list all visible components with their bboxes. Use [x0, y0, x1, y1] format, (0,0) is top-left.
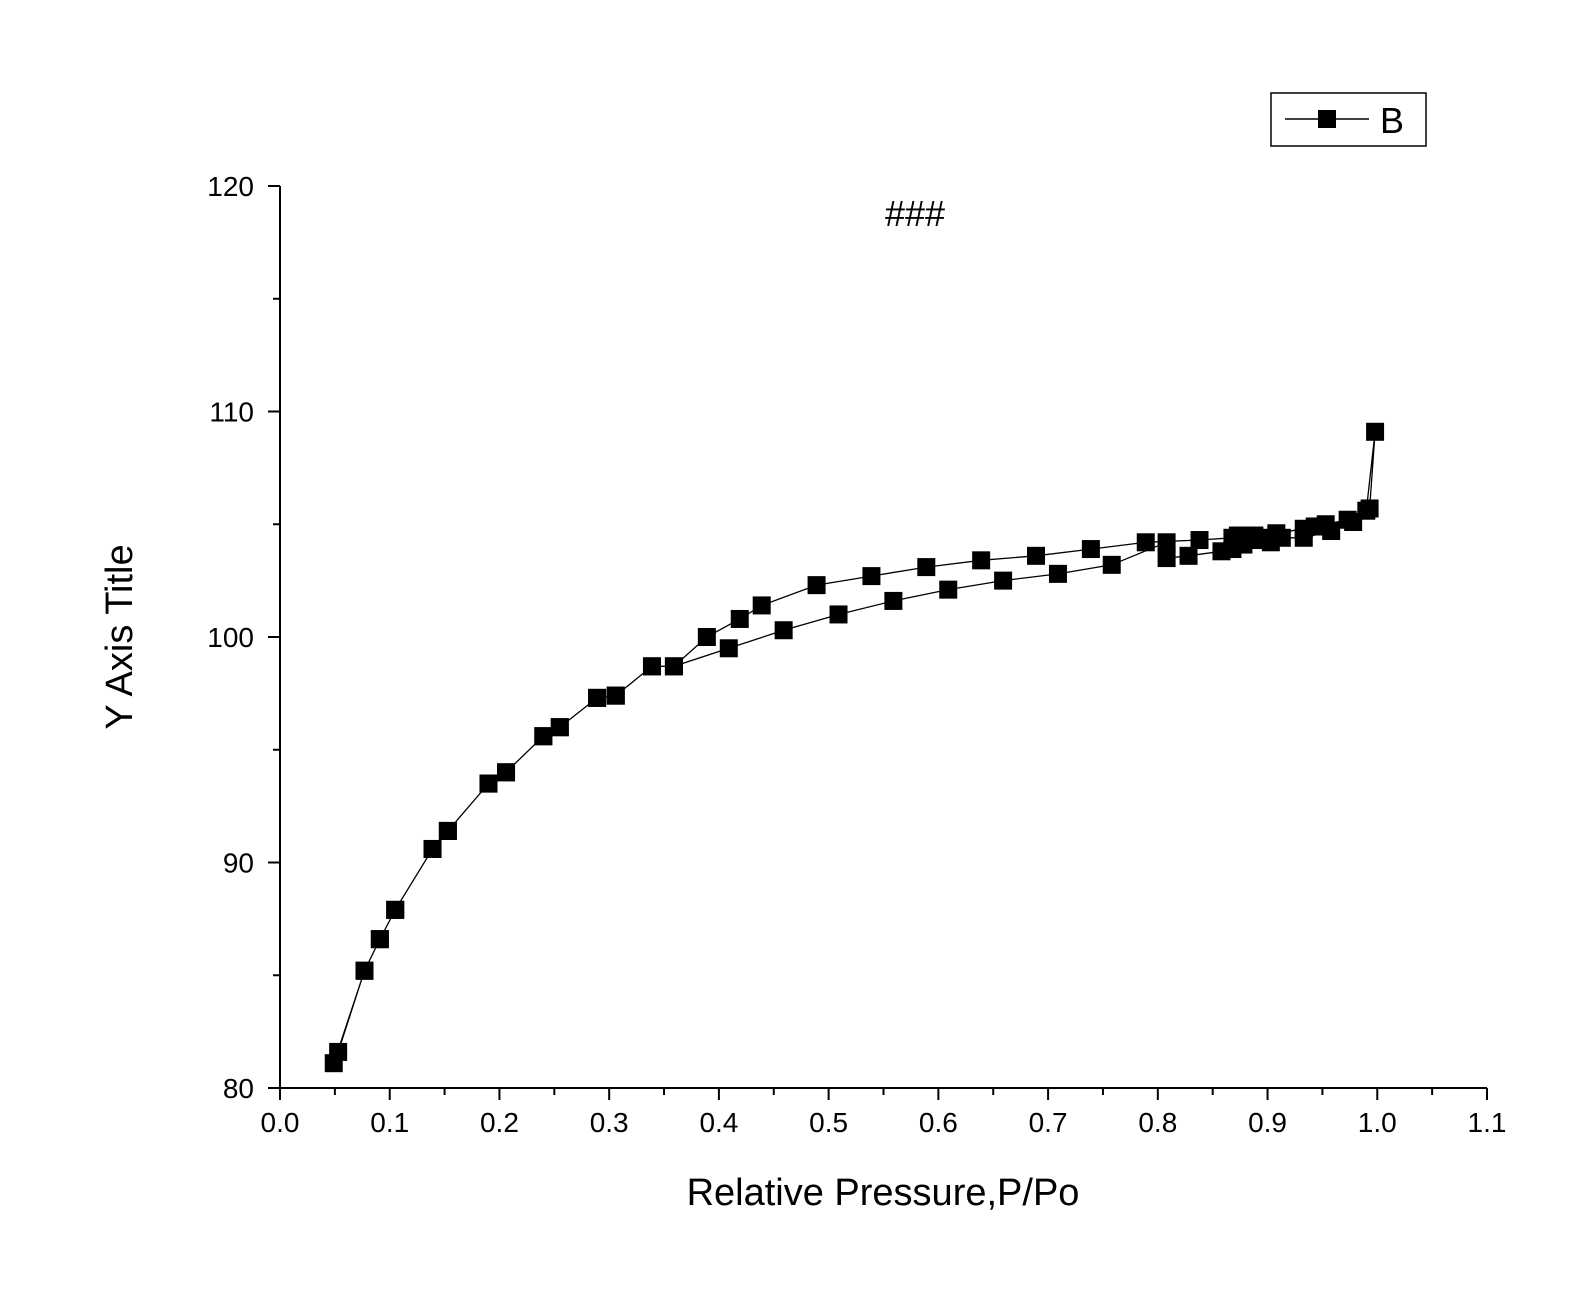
data-point: [479, 774, 498, 793]
chart-title: ###: [885, 193, 945, 234]
x-tick-label: 0.6: [919, 1107, 958, 1138]
data-point: [939, 580, 958, 599]
x-tick-label: 0.2: [480, 1107, 519, 1138]
data-point: [829, 605, 848, 624]
y-tick-label: 110: [209, 397, 254, 428]
data-point: [370, 930, 389, 949]
data-point: [972, 551, 991, 570]
data-point: [1212, 542, 1231, 561]
data-point: [329, 1042, 348, 1061]
data-point: [1179, 546, 1198, 565]
x-tick-label: 1.0: [1358, 1107, 1397, 1138]
legend: B: [1270, 92, 1427, 147]
data-point: [774, 621, 793, 640]
data-point: [664, 657, 683, 676]
data-point: [807, 576, 826, 595]
series-B: [324, 422, 1385, 1073]
x-axis-title: Relative Pressure,P/Po: [687, 1172, 1080, 1214]
data-point: [697, 628, 716, 646]
data-point: [606, 686, 625, 705]
data-point: [550, 718, 569, 737]
data-point: [1190, 531, 1209, 550]
y-tick-label: 90: [223, 848, 254, 879]
data-point: [884, 591, 903, 610]
data-point: [994, 571, 1013, 590]
axes: 0.0 0.1 0.2 0.3 0.4 0.5 0.6 0.7 0.8 0.9 1.0 1.1 80 9…: [207, 171, 1506, 1138]
data-point: [1322, 522, 1341, 541]
data-point: [534, 727, 553, 746]
x-tick-label: 0.8: [1138, 1107, 1177, 1138]
x-tick-label: 0.0: [261, 1107, 300, 1138]
data-point: [1048, 564, 1067, 583]
data-point: [719, 639, 738, 658]
x-ticks: 0.0 0.1 0.2 0.3 0.4 0.5 0.6 0.7 0.8 0.9 1.0 1.1: [261, 1088, 1507, 1138]
data-point: [1027, 546, 1046, 565]
y-tick-label: 100: [207, 622, 254, 653]
x-tick-label: 0.7: [1029, 1107, 1068, 1138]
x-tick-label: 0.3: [590, 1107, 629, 1138]
data-point: [1366, 422, 1385, 441]
y-tick-label: 80: [223, 1073, 254, 1104]
x-tick-label: 0.4: [699, 1107, 738, 1138]
x-tick-label: 1.1: [1468, 1107, 1507, 1138]
data-point: [588, 688, 607, 707]
legend-label: B: [1380, 100, 1404, 141]
data-point: [386, 900, 405, 919]
y-axis-title: Y Axis Title: [99, 544, 141, 729]
data-point: [862, 567, 881, 586]
data-point: [730, 609, 749, 628]
legend-marker: [1318, 110, 1336, 128]
x-tick-label: 0.1: [370, 1107, 409, 1138]
data-point: [917, 558, 936, 577]
data-point: [1102, 555, 1121, 574]
series-line: [333, 431, 1376, 1064]
data-point: [355, 961, 374, 980]
y-tick-label: 120: [207, 171, 254, 202]
data-point: [642, 657, 661, 676]
data-point: [1344, 512, 1363, 531]
x-tick-label: 0.5: [809, 1107, 848, 1138]
data-point: [497, 763, 516, 782]
data-point: [1250, 531, 1269, 550]
data-point: [1157, 549, 1176, 568]
x-tick-label: 0.9: [1248, 1107, 1287, 1138]
y-ticks: 80 90 100 110 120: [207, 171, 280, 1104]
data-point: [752, 596, 771, 615]
data-point: [423, 839, 442, 858]
data-point: [438, 821, 457, 840]
data-point: [1157, 533, 1176, 552]
data-point: [1081, 540, 1100, 559]
data-point: [1136, 533, 1155, 552]
data-point: [1294, 528, 1313, 547]
